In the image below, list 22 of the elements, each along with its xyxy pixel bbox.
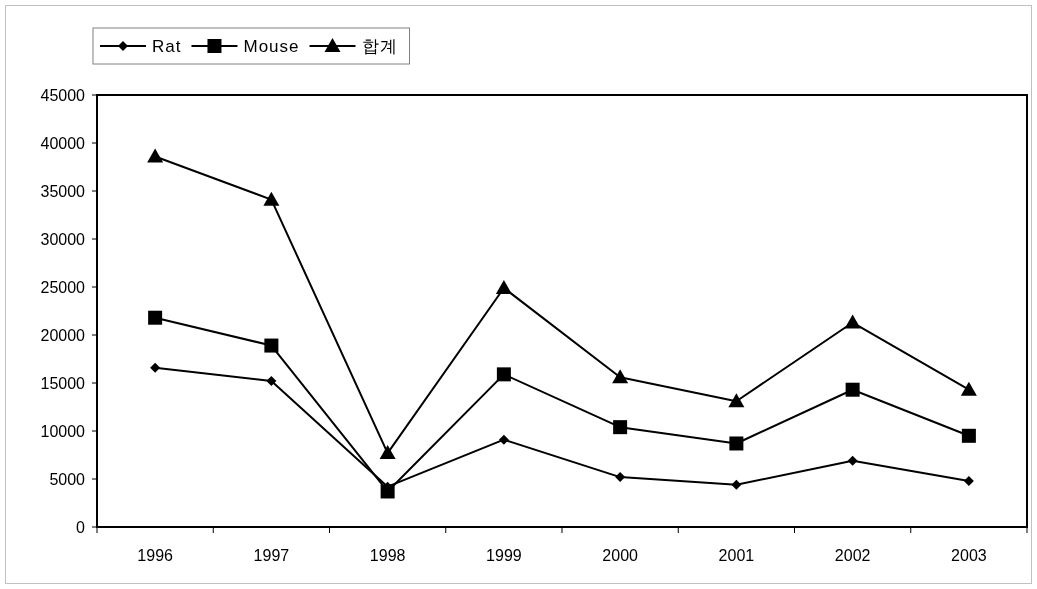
point <box>498 434 509 445</box>
point <box>148 310 163 325</box>
point <box>150 362 161 373</box>
point <box>844 314 861 329</box>
point <box>379 445 396 460</box>
point <box>264 338 279 353</box>
point <box>847 455 858 466</box>
point <box>496 367 511 382</box>
point <box>266 376 277 387</box>
point <box>147 148 164 163</box>
point <box>731 479 742 490</box>
point <box>963 475 974 486</box>
point <box>612 369 629 384</box>
point <box>728 393 745 408</box>
point <box>495 279 512 294</box>
point <box>613 420 628 435</box>
point <box>263 191 280 206</box>
point <box>961 428 976 443</box>
point <box>729 436 744 451</box>
point <box>960 381 977 396</box>
point <box>845 382 860 397</box>
point <box>615 472 626 483</box>
